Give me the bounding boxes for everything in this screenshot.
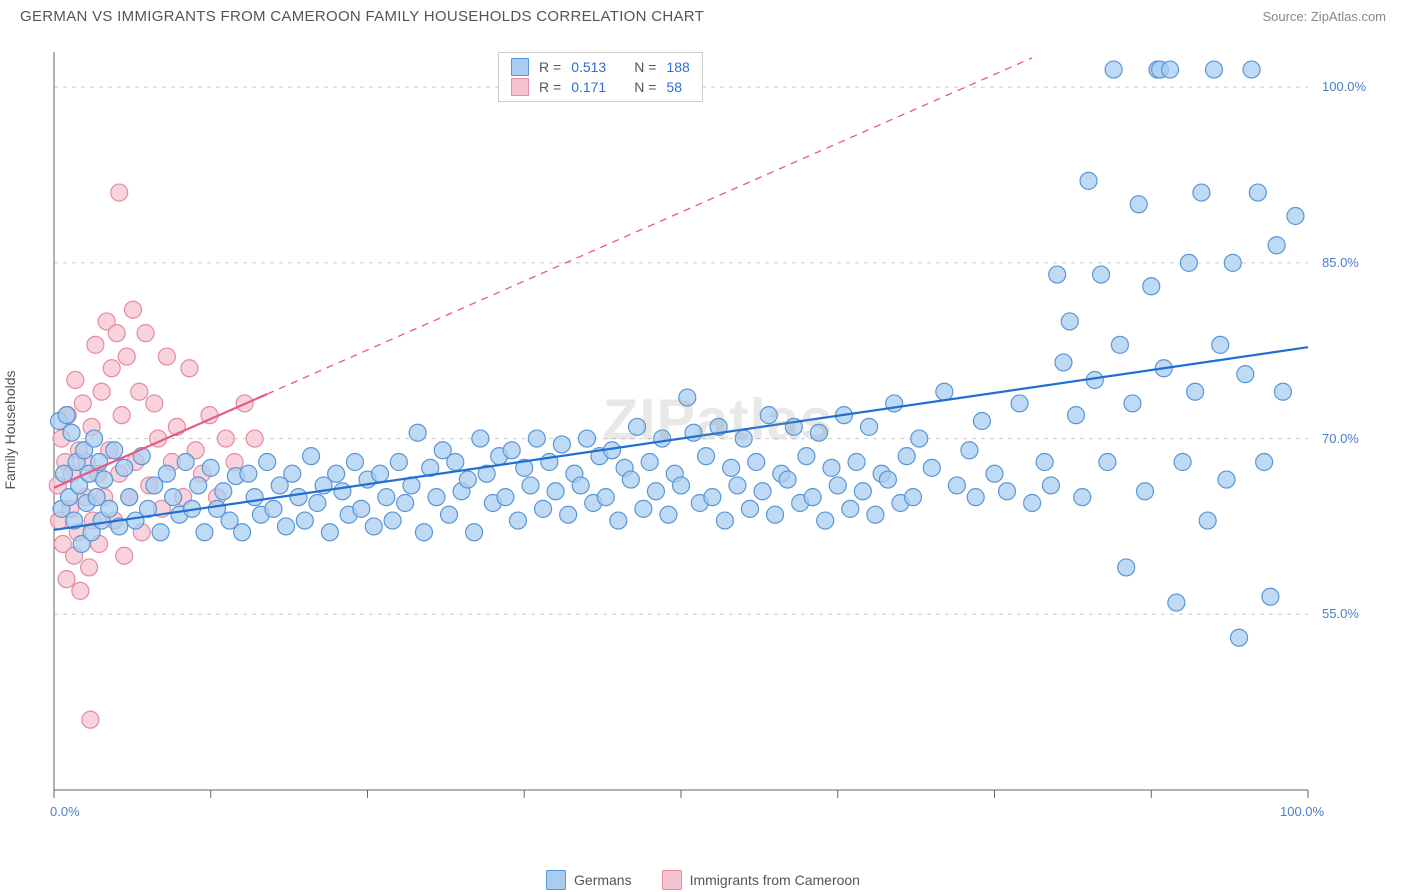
chart-source: Source: ZipAtlas.com xyxy=(1262,9,1386,24)
y-tick-100: 100.0% xyxy=(1322,79,1366,94)
stat-n-label: N = xyxy=(634,59,656,75)
x-tick-0: 0.0% xyxy=(50,804,80,819)
stats-row-germans: R = 0.513 N = 188 xyxy=(511,57,690,77)
stat-r-germans: 0.513 xyxy=(571,59,606,75)
chart-header: GERMAN VS IMMIGRANTS FROM CAMEROON FAMIL… xyxy=(0,0,1406,29)
chart-area: ZIPatlas R = 0.513 N = 188 R = 0.171 N =… xyxy=(48,46,1388,826)
legend-swatch-germans-icon xyxy=(546,870,566,890)
swatch-cameroon-icon xyxy=(511,78,529,96)
legend-label-cameroon: Immigrants from Cameroon xyxy=(690,872,860,888)
y-tick-55: 55.0% xyxy=(1322,606,1359,621)
stat-r-label-2: R = xyxy=(539,79,561,95)
x-tick-100: 100.0% xyxy=(1280,804,1324,819)
chart-title: GERMAN VS IMMIGRANTS FROM CAMEROON FAMIL… xyxy=(20,8,704,25)
legend-cameroon: Immigrants from Cameroon xyxy=(662,870,860,890)
y-axis-label: Family Households xyxy=(2,370,18,489)
legend-swatch-cameroon-icon xyxy=(662,870,682,890)
stat-r-cameroon: 0.171 xyxy=(571,79,606,95)
correlation-stats-box: R = 0.513 N = 188 R = 0.171 N = 58 xyxy=(498,52,703,102)
stat-n-cameroon: 58 xyxy=(666,79,682,95)
scatter-plot-svg xyxy=(48,46,1388,826)
stat-n-label-2: N = xyxy=(634,79,656,95)
y-tick-85: 85.0% xyxy=(1322,255,1359,270)
legend-label-germans: Germans xyxy=(574,872,632,888)
legend-germans: Germans xyxy=(546,870,632,890)
bottom-legend: Germans Immigrants from Cameroon xyxy=(0,870,1406,890)
stat-r-label: R = xyxy=(539,59,561,75)
y-tick-70: 70.0% xyxy=(1322,431,1359,446)
stats-row-cameroon: R = 0.171 N = 58 xyxy=(511,77,690,97)
swatch-germans-icon xyxy=(511,58,529,76)
stat-n-germans: 188 xyxy=(666,59,689,75)
